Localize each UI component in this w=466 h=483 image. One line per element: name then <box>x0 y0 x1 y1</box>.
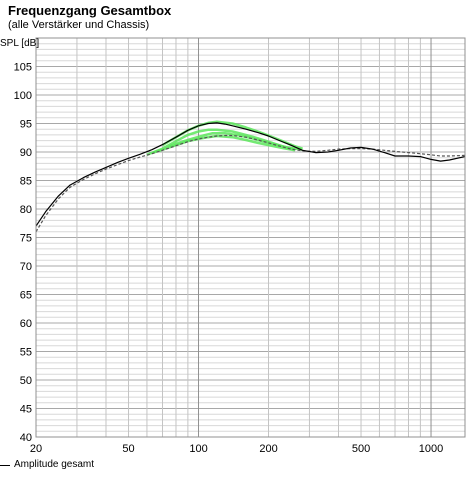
axes: 40 45 50 55 60 65 70 75 80 85 90 95 100 105 20 50 100 200… <box>14 37 466 455</box>
legend-line-swatch <box>0 465 10 466</box>
x-tick-label: 50 <box>122 443 134 455</box>
x-tick-label: 500 <box>352 443 370 455</box>
x-tick-label: 20 <box>30 443 42 455</box>
series-line-1 <box>35 134 466 233</box>
x-tick-label: 200 <box>259 443 277 455</box>
legend-label: Amplitude gesamt <box>14 459 95 470</box>
y-tick-label: 60 <box>20 318 32 330</box>
y-tick-label: 70 <box>20 261 32 273</box>
y-tick-label: 40 <box>20 432 32 444</box>
y-tick-label: 75 <box>20 233 32 245</box>
x-tick-label: 1000 <box>419 443 443 455</box>
plot-frame <box>35 37 466 438</box>
series-layer <box>35 120 466 233</box>
series-line-0 <box>35 122 466 227</box>
y-tick-label: 95 <box>20 119 32 131</box>
y-tick-label: 45 <box>20 404 32 416</box>
y-tick-label: 105 <box>14 62 32 74</box>
grid <box>35 37 465 438</box>
x-tick-label: 100 <box>189 443 207 455</box>
y-tick-label: 100 <box>14 90 32 102</box>
y-axis-label: SPL [dB] <box>0 38 39 49</box>
chart-title: Frequenzgang Gesamtbox <box>8 3 172 18</box>
y-tick-label: 65 <box>20 290 32 302</box>
y-tick-label: 85 <box>20 176 32 188</box>
chart-subtitle: (alle Verstärker und Chassis) <box>8 19 150 31</box>
y-tick-label: 90 <box>20 147 32 159</box>
y-tick-label: 80 <box>20 204 32 216</box>
y-tick-label: 50 <box>20 375 32 387</box>
y-tick-label: 55 <box>20 347 32 359</box>
